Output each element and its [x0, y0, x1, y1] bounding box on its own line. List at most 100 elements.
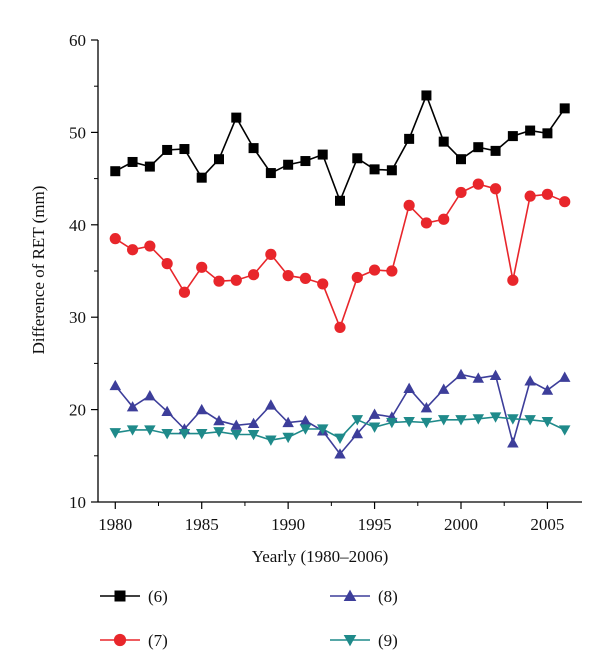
series-6-point: [265, 168, 276, 179]
series-9-point: [437, 415, 450, 426]
series-7-point: [109, 233, 121, 245]
y-tick-label: 40: [69, 216, 86, 235]
series-6-point: [542, 128, 553, 139]
series-9-point: [403, 417, 415, 428]
series-7-point: [438, 213, 450, 225]
series-8-point: [230, 419, 243, 430]
series-8-point: [489, 369, 502, 381]
x-axis-title: Yearly (1980–2006): [252, 547, 389, 566]
series-8-point: [109, 379, 122, 391]
series-9-point: [126, 425, 139, 436]
series-markers: [109, 90, 571, 459]
series-7-point: [299, 272, 312, 284]
series-7-point: [351, 271, 363, 284]
series-7-point: [334, 321, 346, 333]
series-9-point: [213, 427, 225, 438]
series-9-point: [507, 414, 519, 425]
series-7-point: [420, 217, 433, 229]
series-7-point: [524, 190, 536, 202]
series-6-point: [196, 172, 207, 183]
series-8-point: [247, 417, 260, 429]
series-8-point: [195, 403, 208, 415]
legend-marker: [114, 590, 126, 602]
series-6-point: [144, 161, 155, 172]
series-9-point: [247, 429, 260, 441]
legend-label: (6): [148, 587, 168, 606]
series-8-point: [334, 448, 346, 459]
series-8-point: [265, 399, 277, 410]
series-7-point: [196, 261, 208, 273]
series-6-point: [507, 131, 518, 142]
series-7-point: [247, 269, 260, 281]
legend-item: (9): [330, 631, 398, 650]
series-6-point: [162, 144, 173, 155]
series-7-point: [230, 274, 242, 286]
y-axis-title: Difference of RET (mm): [29, 186, 48, 355]
series-6-point: [404, 133, 415, 144]
series-6-point: [300, 156, 311, 167]
series-6-point: [214, 154, 224, 165]
series-9-point: [161, 429, 173, 440]
x-tick-label: 1995: [358, 515, 392, 534]
series-7-point: [144, 240, 156, 252]
series-8-point: [282, 416, 294, 428]
legend-marker: [343, 589, 357, 602]
x-tick-label: 2000: [444, 515, 478, 534]
series-9-point: [334, 433, 346, 444]
y-tick-label: 50: [69, 123, 86, 142]
series-6-point: [317, 149, 328, 160]
series-8-point: [126, 401, 139, 412]
series-9-point: [282, 432, 294, 444]
x-tick-label: 1985: [185, 515, 219, 534]
series-8-point: [558, 371, 571, 382]
series-6-point: [335, 195, 345, 206]
series-7-point: [559, 196, 571, 208]
series-7-point: [541, 188, 554, 200]
series-9-point: [420, 417, 433, 429]
series-8-point: [403, 382, 415, 393]
y-tick-label: 30: [69, 308, 86, 327]
legend-label: (8): [378, 587, 398, 606]
series-8-point: [507, 437, 519, 448]
series-6-point: [110, 166, 121, 177]
series-8-point: [437, 383, 450, 394]
series-6-point: [438, 136, 449, 147]
series-6-point: [231, 112, 242, 123]
series-7-point: [282, 270, 294, 282]
series-9-point: [195, 429, 208, 440]
series-9-point: [178, 429, 191, 440]
series-9-point: [455, 415, 467, 426]
series-9-point: [316, 424, 329, 435]
series-8-point: [213, 414, 225, 426]
series-6-point: [525, 125, 536, 136]
series-8-point: [299, 414, 312, 426]
legend-item: (8): [330, 587, 398, 606]
series-6-point: [283, 159, 294, 170]
series-9-point: [472, 414, 485, 425]
series-9-point: [558, 425, 571, 436]
series-6-point: [456, 154, 466, 165]
series-8-point: [472, 372, 485, 383]
series-6-point: [386, 165, 397, 176]
series-6-point: [127, 156, 138, 167]
series-9-point: [265, 435, 277, 446]
series-9-point: [144, 425, 156, 436]
series-9-point: [109, 428, 122, 439]
series-8-point: [524, 375, 536, 386]
series-9-point: [541, 417, 554, 428]
x-tick-label: 2005: [530, 515, 564, 534]
series-7-point: [265, 248, 277, 260]
series-6-point: [421, 90, 432, 101]
series-9-point: [368, 422, 381, 433]
series-7-point: [161, 258, 173, 270]
series-6-point: [473, 142, 484, 153]
series-8-point: [541, 384, 554, 395]
legend-label: (9): [378, 631, 398, 650]
series-7-point: [472, 178, 484, 190]
x-tick-label: 1980: [98, 515, 132, 534]
series-6-point: [369, 164, 380, 175]
series-8-point: [161, 405, 173, 417]
series-7-point: [368, 264, 381, 276]
series-8-point: [351, 427, 364, 439]
